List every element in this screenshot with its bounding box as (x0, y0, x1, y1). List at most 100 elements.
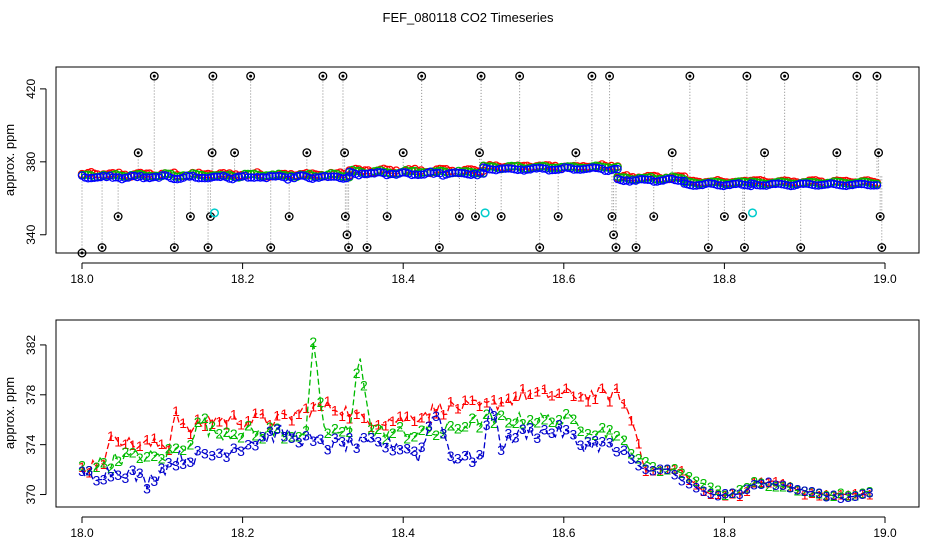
series-marker-1: 1 (541, 381, 549, 397)
spike-point (113, 212, 123, 221)
data-point-blue (203, 173, 213, 183)
data-point-blue (234, 172, 243, 181)
spike-point (342, 230, 352, 240)
series-marker-1: 1 (266, 416, 274, 432)
data-point-blue (588, 163, 597, 172)
series-marker-3: 3 (801, 483, 809, 499)
series-marker-1: 1 (851, 486, 859, 502)
spike-point-center (499, 215, 503, 219)
series-marker-1: 1 (577, 388, 585, 404)
series-marker-1: 1 (150, 430, 158, 446)
data-point-blue (783, 181, 793, 190)
series-marker-3: 3 (598, 434, 606, 450)
data-point-blue (336, 173, 345, 183)
series-marker-2: 2 (685, 468, 693, 484)
series-marker-1: 1 (743, 483, 751, 499)
data-point-blue (832, 180, 842, 189)
series-marker-1: 1 (360, 410, 368, 426)
spike-point (230, 148, 240, 158)
series-marker-2: 2 (729, 485, 737, 501)
spike-point (471, 212, 480, 221)
series-marker-1: 1 (562, 380, 570, 396)
series-marker-1: 1 (606, 393, 614, 409)
top-plot-marks (77, 71, 887, 258)
data-point-blue (759, 181, 768, 190)
spike-point-center (877, 151, 881, 155)
spike-point-center (188, 215, 192, 219)
data-point-blue (811, 181, 820, 190)
data-point-blue (869, 181, 879, 190)
series-marker-2: 2 (165, 441, 173, 457)
spike-point-center (116, 215, 120, 219)
series-marker-3: 3 (685, 476, 693, 492)
spike-point (149, 71, 159, 81)
series-marker-1: 1 (273, 408, 281, 424)
series-marker-1: 1 (692, 477, 700, 493)
data-point-blue (323, 172, 333, 182)
data-point-blue (640, 175, 650, 184)
series-marker-2: 2 (447, 418, 455, 434)
spike-point-center (556, 215, 560, 219)
data-point-blue (695, 180, 704, 190)
series-marker-1: 1 (331, 402, 339, 418)
series-marker-3: 3 (656, 461, 664, 477)
data-point-blue (507, 164, 516, 173)
series-marker-1: 1 (808, 485, 816, 501)
series-marker-3: 3 (403, 441, 411, 457)
spike-point-center (855, 74, 859, 78)
spike-point-center (670, 151, 674, 155)
series-marker-3: 3 (837, 490, 845, 506)
series-marker-3: 3 (114, 467, 122, 483)
series-marker-2: 2 (497, 407, 505, 423)
series-marker-3: 3 (570, 426, 578, 442)
series-marker-1: 1 (526, 386, 534, 402)
series-marker-2: 2 (859, 485, 867, 501)
series-marker-3: 3 (562, 422, 570, 438)
spike-point-center (608, 74, 612, 78)
data-point-blue (243, 173, 253, 182)
spike-point (169, 243, 179, 252)
spike-point (875, 212, 885, 221)
spike-point (207, 148, 217, 158)
series-marker-3: 3 (418, 439, 426, 455)
series-marker-2: 2 (324, 425, 332, 441)
data-point-blue (817, 180, 826, 190)
series-marker-1: 1 (440, 407, 448, 423)
spike-point (607, 212, 617, 221)
series-marker-2: 2 (150, 448, 158, 464)
series-marker-3: 3 (259, 429, 267, 445)
data-point-blue (225, 174, 234, 183)
spike-point (852, 71, 862, 81)
x-tick-label: 18.6 (552, 526, 576, 540)
series-marker-1: 1 (244, 412, 252, 428)
spike-point (133, 148, 143, 158)
series-marker-3: 3 (635, 458, 643, 474)
spike-point-center (875, 74, 879, 78)
series-line-3 (81, 403, 870, 501)
series-marker-2: 2 (244, 417, 252, 433)
series-marker-1: 1 (143, 432, 151, 448)
data-point-blue (740, 180, 750, 190)
series-marker-2: 2 (295, 428, 303, 444)
cyan-point (209, 208, 220, 218)
series-marker-1: 1 (447, 393, 455, 409)
data-point-blue (265, 171, 274, 181)
series-marker-2: 2 (187, 437, 195, 453)
spike-point-center (878, 215, 882, 219)
data-point-blue (838, 181, 848, 190)
chart-title: FEF_080118 CO2 Timeseries (383, 10, 554, 25)
spike-point (877, 243, 887, 252)
data-point-blue (513, 165, 523, 175)
series-marker-3: 3 (107, 469, 115, 485)
data-point-blue (613, 164, 622, 174)
data-point-blue (802, 179, 811, 188)
data-point-blue (407, 170, 416, 180)
spike-point-center (783, 74, 787, 78)
series-marker-3: 3 (194, 443, 202, 459)
series-marker-3: 3 (700, 483, 708, 499)
series-marker-2: 2 (122, 444, 130, 460)
series-marker-3: 3 (866, 484, 874, 500)
series-marker-1: 1 (454, 401, 462, 417)
spike-point (77, 248, 87, 258)
series-marker-1: 1 (302, 400, 310, 416)
